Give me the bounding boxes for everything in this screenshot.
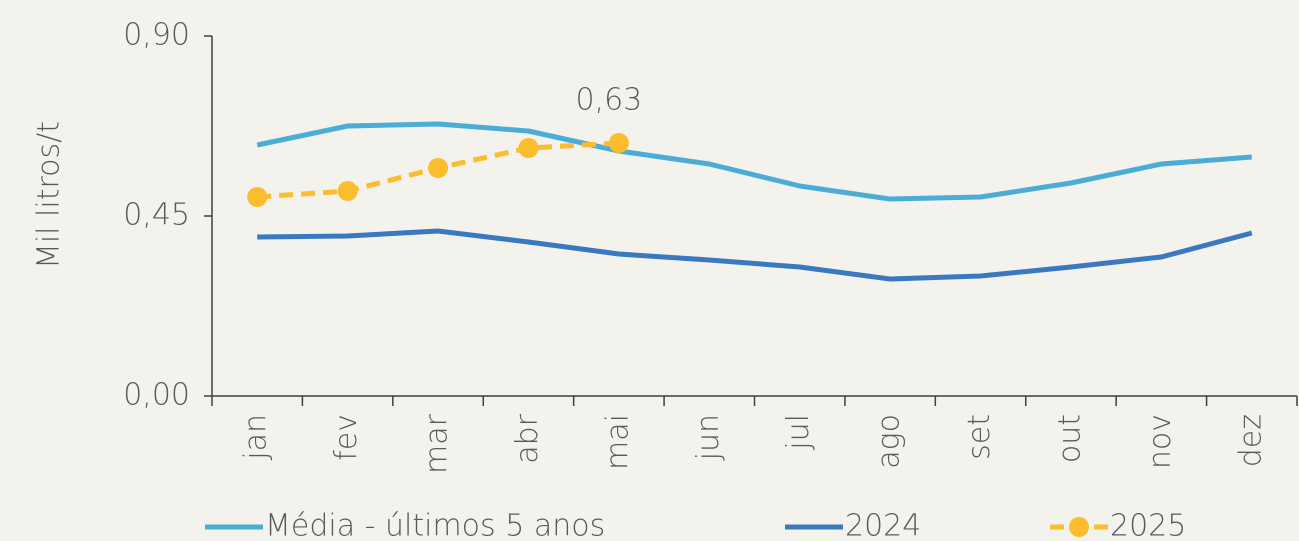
x-tick-label: mar bbox=[420, 413, 455, 474]
series-marker bbox=[428, 158, 449, 178]
series-marker bbox=[247, 187, 268, 207]
x-tick-label: ago bbox=[872, 414, 907, 469]
series-line bbox=[256, 121, 1252, 202]
x-tick-label: dez bbox=[1233, 414, 1268, 467]
data-label: 0,63 bbox=[575, 83, 642, 118]
y-axis-label: Mil litros/t bbox=[32, 121, 67, 269]
x-tick-label: jan bbox=[239, 414, 274, 461]
legend-label: Média - últimos 5 anos bbox=[265, 509, 605, 541]
x-tick-label: out bbox=[1052, 414, 1087, 463]
x-tick-label: jun bbox=[691, 414, 726, 461]
series-marker bbox=[337, 181, 358, 201]
x-tick-label: mai bbox=[600, 414, 635, 470]
y-tick-label: 0,00 bbox=[123, 378, 190, 413]
x-tick-label: jul bbox=[781, 414, 816, 451]
series-marker bbox=[608, 133, 629, 153]
y-tick-label: 0,45 bbox=[123, 198, 190, 233]
y-tick-label: 0,90 bbox=[123, 18, 190, 53]
x-tick-label: nov bbox=[1143, 414, 1178, 469]
series-line bbox=[257, 228, 1253, 282]
x-tick-label: fev bbox=[329, 414, 364, 461]
legend-marker bbox=[1069, 517, 1089, 537]
series-marker bbox=[518, 138, 539, 158]
legend-label: 2024 bbox=[845, 509, 921, 541]
x-tick-label: set bbox=[962, 414, 997, 460]
x-tick-label: abr bbox=[510, 413, 545, 463]
legend-label: 2025 bbox=[1110, 509, 1186, 541]
